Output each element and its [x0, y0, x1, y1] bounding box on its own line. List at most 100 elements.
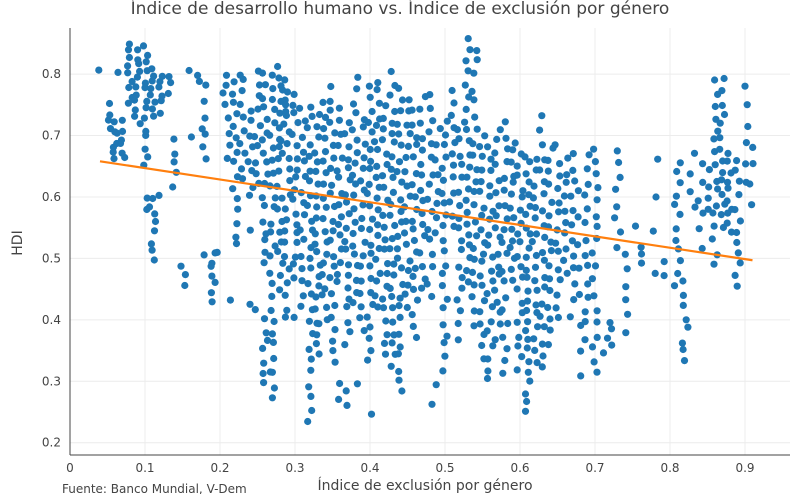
data-point [398, 96, 407, 104]
data-point [181, 281, 189, 290]
data-point [521, 390, 530, 398]
data-point [488, 303, 496, 311]
data-point [622, 283, 630, 291]
data-point [718, 87, 726, 95]
data-point [406, 257, 414, 265]
data-point [418, 263, 426, 271]
data-point [409, 153, 417, 161]
data-point [388, 153, 396, 161]
data-point [538, 363, 546, 371]
data-point [432, 214, 441, 222]
data-point [202, 81, 210, 89]
data-point [493, 135, 501, 143]
data-point [322, 203, 330, 211]
data-point [319, 259, 327, 267]
data-point [530, 335, 538, 343]
data-point [269, 85, 277, 93]
data-point [293, 221, 301, 229]
data-point [258, 136, 266, 144]
data-point [478, 152, 486, 160]
data-point [311, 240, 319, 248]
data-point [232, 134, 240, 142]
data-point [361, 238, 369, 246]
y-tick-label: 0.6 [42, 190, 61, 204]
data-point [680, 357, 689, 365]
data-point [487, 166, 495, 174]
chart-title: Índice de desarrollo humano vs. Índice d… [131, 0, 670, 19]
data-point [588, 343, 597, 351]
data-point [294, 119, 302, 127]
data-point [592, 213, 600, 221]
data-point [711, 161, 719, 169]
data-point [524, 287, 532, 295]
data-point [649, 227, 657, 235]
data-point [433, 199, 441, 207]
data-point [348, 126, 356, 134]
data-point [538, 141, 547, 149]
data-point [413, 134, 421, 142]
data-point [513, 318, 521, 326]
data-point [344, 271, 352, 279]
data-point [402, 240, 410, 248]
data-point [344, 261, 353, 269]
data-point [246, 226, 254, 234]
data-point [458, 173, 466, 181]
data-point [443, 332, 451, 340]
data-point [229, 185, 237, 193]
data-point [390, 260, 398, 268]
data-point [268, 279, 276, 287]
data-point [593, 222, 601, 230]
data-point [259, 218, 267, 226]
data-point [409, 322, 417, 330]
data-point [230, 157, 238, 165]
data-point [508, 225, 516, 233]
y-tick-label: 0.8 [42, 67, 61, 81]
data-point [428, 292, 436, 301]
data-point [439, 367, 447, 375]
data-point [418, 146, 426, 154]
data-point [363, 189, 371, 198]
x-tick-label: 0.1 [135, 461, 154, 475]
data-point [508, 237, 517, 245]
data-point [442, 262, 450, 270]
data-point [336, 259, 344, 267]
data-point [155, 191, 163, 199]
data-point [145, 203, 154, 211]
data-point [492, 212, 500, 220]
data-point [142, 104, 150, 112]
data-point [679, 277, 687, 285]
data-point [704, 194, 712, 202]
x-tick-label: 0.5 [435, 461, 454, 475]
data-point [585, 151, 593, 159]
data-point [470, 322, 478, 330]
data-point [390, 271, 398, 279]
data-point [142, 58, 150, 66]
data-point [584, 280, 592, 288]
data-point [473, 47, 481, 55]
data-point [150, 227, 159, 235]
data-point [290, 109, 298, 117]
data-point [532, 230, 541, 238]
data-point [397, 264, 406, 272]
data-point [622, 329, 630, 337]
data-point [686, 188, 694, 196]
data-point [359, 123, 367, 131]
data-point [326, 118, 334, 126]
data-point [365, 82, 373, 90]
data-point [494, 250, 502, 258]
data-point [742, 160, 750, 168]
data-point [376, 269, 384, 277]
data-point [468, 293, 476, 301]
data-point [468, 268, 477, 276]
data-point [536, 126, 544, 134]
data-point [397, 196, 405, 204]
data-point [509, 146, 517, 154]
data-point [538, 300, 546, 308]
data-point [139, 42, 148, 50]
data-point [117, 136, 125, 144]
data-point [485, 231, 493, 239]
data-point [531, 263, 540, 271]
data-point [305, 383, 313, 391]
data-point [447, 111, 455, 119]
data-point [225, 130, 233, 138]
